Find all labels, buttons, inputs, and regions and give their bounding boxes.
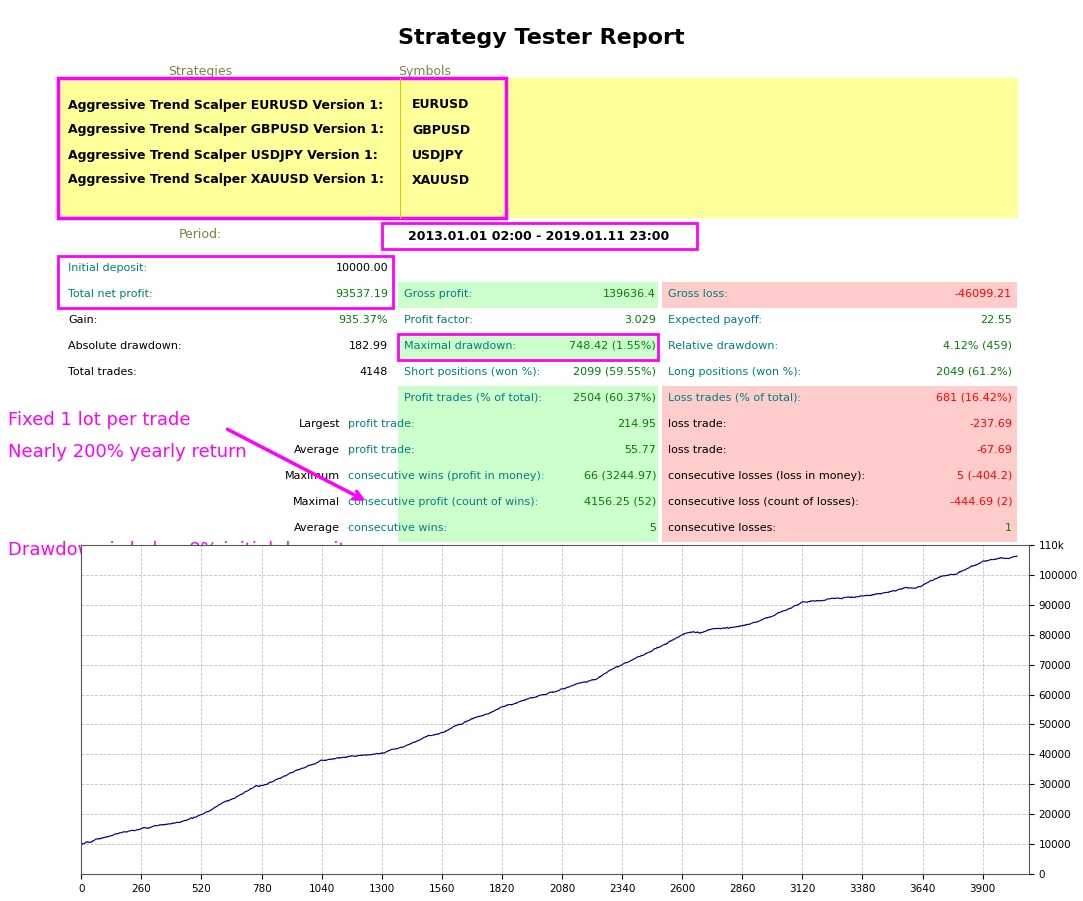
Text: 5: 5: [649, 523, 656, 533]
Text: -444.69 (2): -444.69 (2): [950, 497, 1012, 507]
Text: 2099 (59.55%): 2099 (59.55%): [573, 367, 656, 377]
Bar: [662, 490, 1017, 516]
Bar: [397, 516, 658, 542]
Text: Total net profit:: Total net profit:: [68, 289, 153, 299]
Text: 4148: 4148: [360, 367, 388, 377]
Text: loss trade:: loss trade:: [668, 445, 727, 455]
Text: consecutive loss (count of losses):: consecutive loss (count of losses):: [668, 497, 859, 507]
Bar: [662, 412, 1017, 438]
Text: consecutive wins:: consecutive wins:: [348, 523, 447, 533]
Text: profit trade:: profit trade:: [348, 445, 415, 455]
Text: consecutive wins (profit in money):: consecutive wins (profit in money):: [348, 471, 545, 481]
Text: Aggressive Trend Scalper XAUUSD Version 1:: Aggressive Trend Scalper XAUUSD Version …: [68, 174, 383, 187]
Text: 55.77: 55.77: [624, 445, 656, 455]
Bar: [397, 282, 658, 308]
Bar: [397, 412, 658, 438]
Text: Gross profit:: Gross profit:: [404, 289, 472, 299]
Text: 5 (-404.2): 5 (-404.2): [956, 471, 1012, 481]
Text: Relative drawdown:: Relative drawdown:: [668, 341, 778, 351]
Text: 66 (3244.97): 66 (3244.97): [584, 471, 656, 481]
Text: 935.37%: 935.37%: [339, 315, 388, 325]
Text: Short positions (won %):: Short positions (won %):: [404, 367, 540, 377]
Bar: [397, 490, 658, 516]
Text: Maximum: Maximum: [285, 471, 340, 481]
Text: Maximal drawdown:: Maximal drawdown:: [404, 341, 517, 351]
Bar: [58, 78, 1018, 218]
Text: Aggressive Trend Scalper EURUSD Version 1:: Aggressive Trend Scalper EURUSD Version …: [68, 98, 383, 112]
Text: Expected payoff:: Expected payoff:: [668, 315, 762, 325]
Text: Long positions (won %):: Long positions (won %):: [668, 367, 801, 377]
Text: 214.95: 214.95: [617, 419, 656, 429]
Bar: [397, 334, 658, 360]
Text: Strategies: Strategies: [168, 65, 232, 78]
Text: 4.12% (459): 4.12% (459): [943, 341, 1012, 351]
Text: 93537.19: 93537.19: [335, 289, 388, 299]
Text: Loss trades (% of total):: Loss trades (% of total):: [668, 393, 801, 403]
Bar: [662, 464, 1017, 490]
Bar: [397, 438, 658, 464]
Bar: [397, 386, 658, 412]
Text: 2049 (61.2%): 2049 (61.2%): [936, 367, 1012, 377]
Text: Maximal: Maximal: [292, 497, 340, 507]
Text: Strategy Tester Report: Strategy Tester Report: [397, 28, 684, 48]
Text: XAUUSD: XAUUSD: [412, 174, 470, 187]
Text: -237.69: -237.69: [969, 419, 1012, 429]
Text: 681 (16.42%): 681 (16.42%): [936, 393, 1012, 403]
Text: Largest: Largest: [299, 419, 340, 429]
Text: -67.69: -67.69: [976, 445, 1012, 455]
Bar: [58, 256, 393, 308]
Bar: [662, 438, 1017, 464]
Text: Gain:: Gain:: [68, 315, 97, 325]
Text: 2013.01.01 02:00 - 2019.01.11 23:00: 2013.01.01 02:00 - 2019.01.11 23:00: [408, 230, 669, 242]
Text: Profit factor:: Profit factor:: [404, 315, 473, 325]
Text: Gross loss:: Gross loss:: [668, 289, 728, 299]
Text: 182.99: 182.99: [349, 341, 388, 351]
Text: Absolute drawdown:: Absolute drawdown:: [68, 341, 182, 351]
Text: Average: Average: [293, 523, 340, 533]
Text: Fixed 1 lot per trade: Fixed 1 lot per trade: [8, 411, 191, 429]
Text: Profit trades (% of total):: Profit trades (% of total):: [404, 393, 542, 403]
Text: consecutive losses:: consecutive losses:: [668, 523, 777, 533]
Text: 4156.25 (52): 4156.25 (52): [584, 497, 656, 507]
Text: Aggressive Trend Scalper GBPUSD Version 1:: Aggressive Trend Scalper GBPUSD Version …: [68, 123, 383, 136]
Bar: [382, 223, 697, 249]
Text: Average: Average: [293, 445, 340, 455]
Text: 3.029: 3.029: [624, 315, 656, 325]
Text: 139636.4: 139636.4: [603, 289, 656, 299]
Text: loss trade:: loss trade:: [668, 419, 727, 429]
Text: GBPUSD: GBPUSD: [412, 123, 470, 136]
Text: Aggressive Trend Scalper USDJPY Version 1:: Aggressive Trend Scalper USDJPY Version …: [68, 149, 378, 161]
Bar: [662, 516, 1017, 542]
Text: 1: 1: [1005, 523, 1012, 533]
Text: Symbols: Symbols: [399, 65, 452, 78]
Text: Period:: Period:: [179, 229, 222, 241]
Text: 2504 (60.37%): 2504 (60.37%): [573, 393, 656, 403]
Text: profit trade:: profit trade:: [348, 419, 415, 429]
Bar: [397, 464, 658, 490]
Text: 10000.00: 10000.00: [336, 263, 388, 273]
Text: USDJPY: USDJPY: [412, 149, 464, 161]
Bar: [662, 282, 1017, 308]
Text: consecutive profit (count of wins):: consecutive profit (count of wins):: [348, 497, 538, 507]
Text: consecutive losses (loss in money):: consecutive losses (loss in money):: [668, 471, 865, 481]
Bar: [58, 78, 506, 218]
Text: Nearly 200% yearly return: Nearly 200% yearly return: [8, 443, 247, 461]
Text: 748.42 (1.55%): 748.42 (1.55%): [570, 341, 656, 351]
Text: -46099.21: -46099.21: [955, 289, 1012, 299]
Text: Initial deposit:: Initial deposit:: [68, 263, 147, 273]
Text: 22.55: 22.55: [980, 315, 1012, 325]
Text: Drawdown is below 8% initial deposit: Drawdown is below 8% initial deposit: [8, 541, 345, 559]
Bar: [662, 386, 1017, 412]
Text: EURUSD: EURUSD: [412, 98, 469, 112]
Text: Total trades:: Total trades:: [68, 367, 136, 377]
